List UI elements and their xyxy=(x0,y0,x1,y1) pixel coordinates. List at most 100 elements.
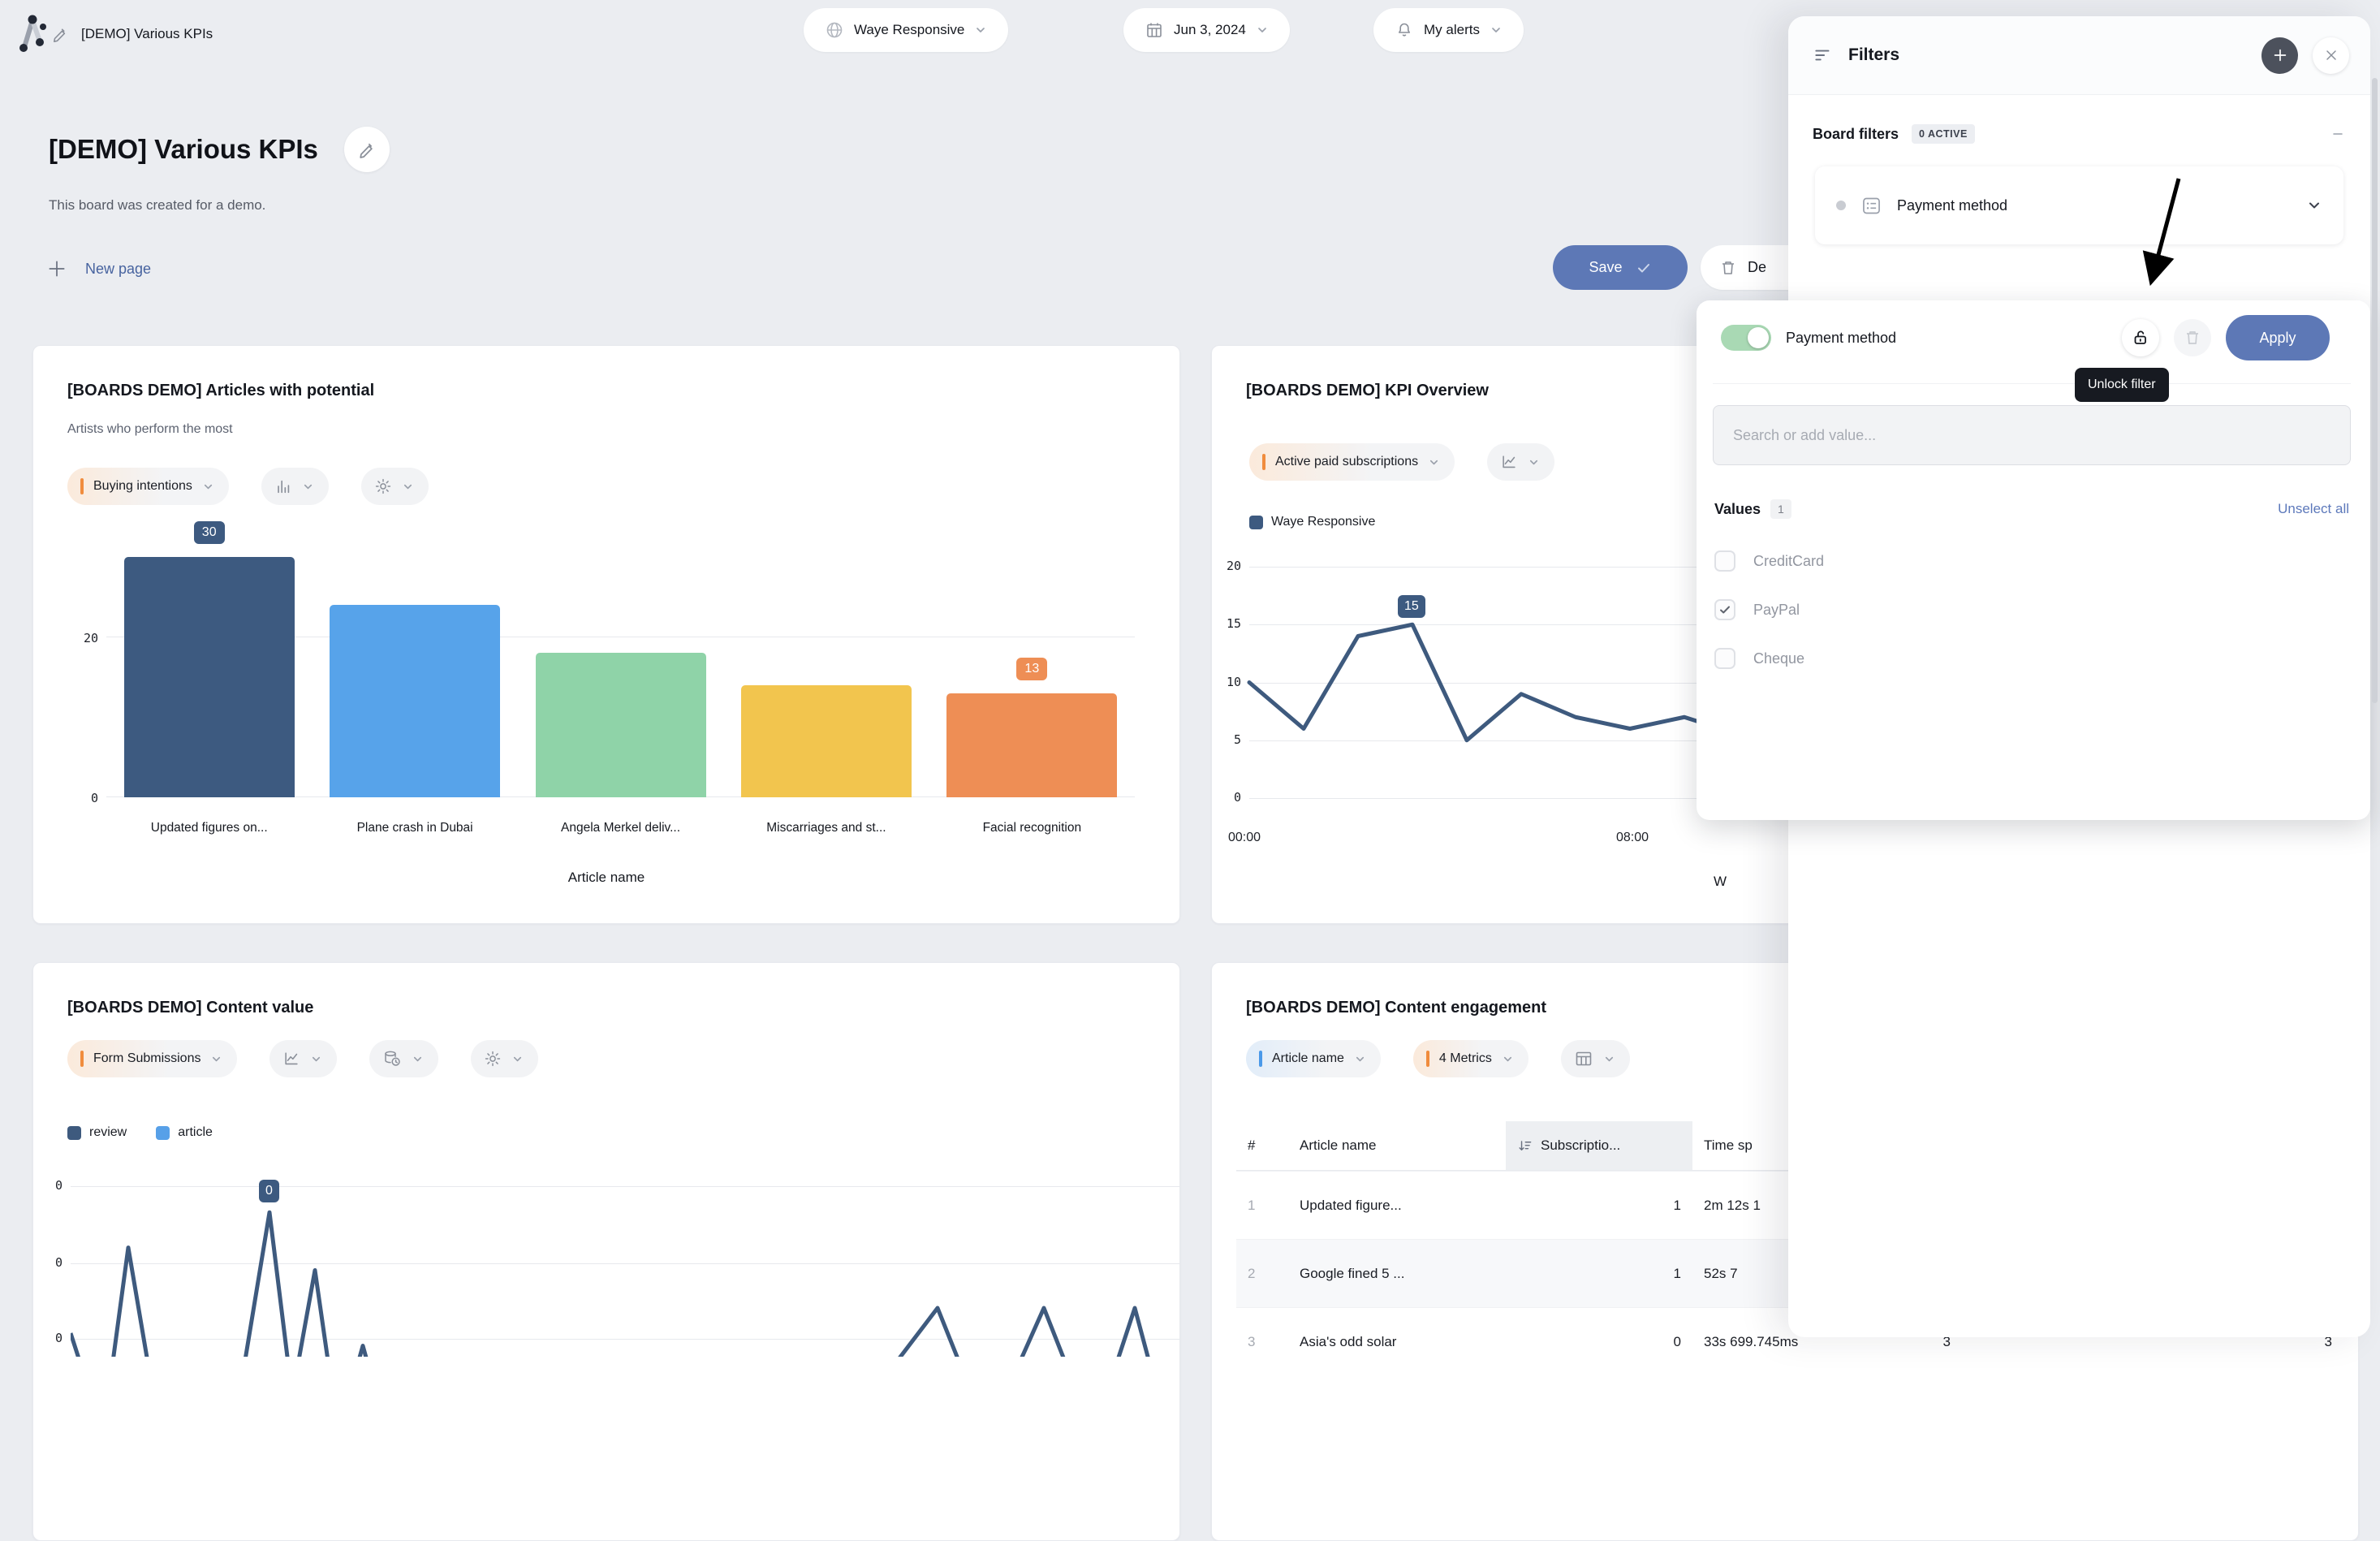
bar-0[interactable]: 30 xyxy=(123,520,295,797)
bar-1[interactable] xyxy=(330,605,501,797)
save-button[interactable]: Save xyxy=(1553,245,1688,290)
measure-pill[interactable]: Form Submissions xyxy=(67,1040,238,1077)
measure-pill[interactable]: Buying intentions xyxy=(67,468,229,505)
filter-option-row: PayPal xyxy=(1714,585,2352,634)
date-selector[interactable]: Jun 3, 2024 xyxy=(1123,8,1290,52)
settings-pill[interactable] xyxy=(471,1040,539,1077)
active-count-badge: 0 ACTIVE xyxy=(1912,124,1975,144)
cell: 2 xyxy=(1248,1265,1256,1281)
calendar-icon xyxy=(1145,20,1164,40)
checkbox-creditcard[interactable] xyxy=(1714,550,1735,572)
viewer-label: Waye Responsive xyxy=(854,22,965,37)
filter-enabled-toggle[interactable] xyxy=(1721,325,1771,351)
checkbox-paypal[interactable] xyxy=(1714,599,1735,620)
settings-pill[interactable] xyxy=(360,468,429,505)
chevron-down-icon xyxy=(1428,456,1440,468)
measure-pill[interactable]: Active paid subscriptions xyxy=(1249,443,1455,481)
column-header-1[interactable]: Article name xyxy=(1300,1137,1377,1153)
lock-filter-button[interactable] xyxy=(2122,319,2159,356)
panel-scrollbar[interactable] xyxy=(2372,78,2378,703)
column-header-3[interactable]: Time sp xyxy=(1704,1137,1753,1153)
y-tick-label: 20 xyxy=(1226,559,1241,573)
status-dot xyxy=(1836,201,1846,210)
app-logo[interactable] xyxy=(16,13,49,54)
line-chart-icon xyxy=(282,1050,300,1068)
bar-3[interactable] xyxy=(740,684,912,797)
viewer-selector[interactable]: Waye Responsive xyxy=(804,8,1009,52)
filter-search-input[interactable] xyxy=(1713,405,2351,465)
line-data-label: 15 xyxy=(1398,595,1425,619)
cell: 3 xyxy=(1942,1333,1951,1349)
chart-type-pill[interactable] xyxy=(1487,443,1555,481)
cell: Google fined 5 ... xyxy=(1300,1265,1405,1281)
grid-line xyxy=(71,1186,1179,1187)
apply-filter-button[interactable]: Apply xyxy=(2226,315,2330,360)
dimension-pill[interactable]: Article name xyxy=(1246,1040,1381,1077)
card-articles-with-potential: [BOARDS DEMO] Articles with potential Ar… xyxy=(32,345,1180,924)
x-tick-label: 00:00 xyxy=(1228,831,1261,844)
legend-label: review xyxy=(89,1125,127,1139)
x-category-label: Plane crash in Dubai xyxy=(356,821,473,835)
trash-icon xyxy=(1718,258,1738,278)
column-header-0[interactable]: # xyxy=(1248,1137,1256,1153)
chevron-down-icon xyxy=(974,24,987,37)
new-page-label: New page xyxy=(85,260,152,277)
y-tick-label: 0 xyxy=(1233,790,1241,805)
alerts-menu[interactable]: My alerts xyxy=(1373,8,1524,52)
table-icon xyxy=(1574,1049,1593,1068)
save-label: Save xyxy=(1589,259,1623,275)
alerts-label: My alerts xyxy=(1424,22,1480,37)
chart-title: [BOARDS DEMO] Content engagement xyxy=(1246,999,1546,1017)
chevron-down-icon xyxy=(302,481,314,493)
delete-filter-button[interactable] xyxy=(2174,319,2211,356)
edit-title-button[interactable] xyxy=(343,127,390,172)
legend-swatch xyxy=(156,1125,170,1140)
close-panel-button[interactable] xyxy=(2313,37,2349,74)
bar-2[interactable] xyxy=(535,653,706,797)
accent-bar xyxy=(1259,1051,1262,1067)
line-chart-icon xyxy=(1500,453,1518,471)
filter-select-payment-method[interactable]: Payment method xyxy=(1815,166,2343,244)
grid-line xyxy=(71,1263,1179,1264)
option-label: PayPal xyxy=(1753,601,1800,618)
chart-type-pill[interactable] xyxy=(261,468,329,505)
bar-slot: 30 xyxy=(106,520,312,797)
chart-type-pill[interactable] xyxy=(1560,1040,1630,1077)
collapse-section-icon[interactable] xyxy=(2330,126,2346,142)
legend-item[interactable]: article xyxy=(156,1125,213,1140)
toggle-knob xyxy=(1748,327,1769,348)
unselect-all-link[interactable]: Unselect all xyxy=(2278,501,2349,516)
filter-lines-icon xyxy=(1813,45,1834,66)
y-tick-label: 0 xyxy=(54,1255,63,1270)
new-page-button[interactable]: New page xyxy=(46,258,151,279)
legend-item[interactable]: review xyxy=(67,1125,127,1140)
x-category-label: Updated figures on... xyxy=(150,821,268,835)
cv-legend: review article xyxy=(67,1125,213,1140)
chevron-down-icon xyxy=(511,1053,524,1065)
chevron-down-icon xyxy=(1603,1053,1615,1065)
bar-4[interactable]: 13 xyxy=(946,657,1118,797)
cell: Updated figure... xyxy=(1300,1197,1402,1213)
accent-bar xyxy=(80,1051,84,1067)
checkbox-cheque[interactable] xyxy=(1714,648,1735,669)
column-header-2[interactable]: Subscriptio... xyxy=(1506,1121,1692,1170)
chart-title: [BOARDS DEMO] Articles with potential xyxy=(67,382,375,399)
metrics-pill[interactable]: 4 Metrics xyxy=(1412,1040,1528,1077)
x-axis-title: W xyxy=(1714,874,1727,889)
cell: 52s 7 xyxy=(1704,1265,1738,1281)
page-subtitle: This board was created for a demo. xyxy=(49,197,266,213)
cell: 3 xyxy=(1248,1333,1256,1349)
chart-type-pill[interactable] xyxy=(269,1040,338,1077)
bar-slot xyxy=(723,541,929,797)
chevron-down-icon xyxy=(1502,1053,1514,1065)
date-label: Jun 3, 2024 xyxy=(1174,22,1246,37)
accent-bar xyxy=(80,478,84,494)
data-source-pill[interactable] xyxy=(369,1040,439,1077)
add-filter-button[interactable] xyxy=(2261,37,2298,74)
cell: 1 xyxy=(1673,1197,1681,1213)
values-label: Values xyxy=(1714,500,1761,517)
legend-item[interactable]: Waye Responsive xyxy=(1249,515,1375,529)
sort-descending-icon xyxy=(1517,1138,1533,1154)
edit-pencil-icon[interactable] xyxy=(50,24,70,44)
measure-label: Active paid subscriptions xyxy=(1275,455,1419,468)
